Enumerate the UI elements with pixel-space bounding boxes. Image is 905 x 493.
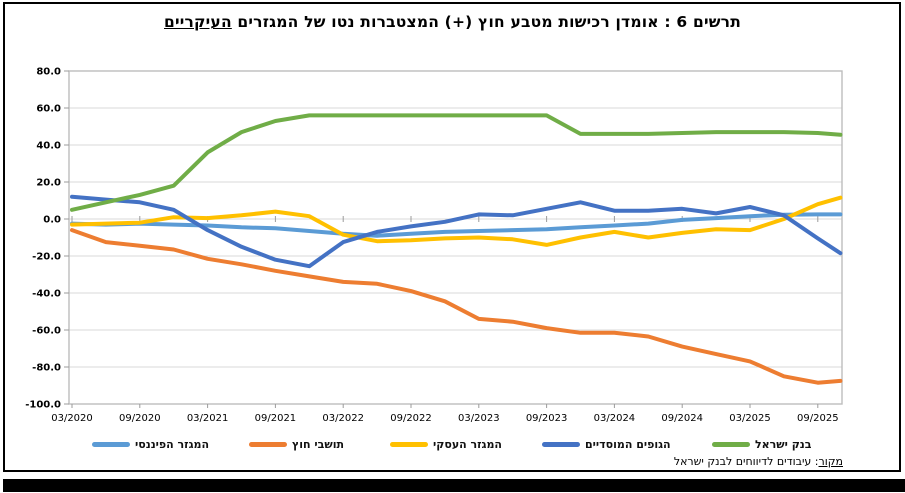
legend-label: המגזר הפיננסי bbox=[135, 438, 210, 451]
chart-title: תרשים 6 : אומדן רכישות מטבע חוץ (+) המצט… bbox=[0, 13, 905, 31]
chart-title-underlined: העיקריים bbox=[164, 13, 232, 31]
x-tick-label: 09/2023 bbox=[526, 413, 568, 424]
x-tick-label: 09/2021 bbox=[255, 413, 297, 424]
x-tick-label: 09/2024 bbox=[661, 413, 703, 424]
y-tick-label: 40.0 bbox=[36, 141, 61, 152]
legend-item-0: המגזר הפיננסי bbox=[92, 438, 209, 451]
y-axis: 80.0 60.0 40.0 20.0 0.0 -20.0 -40.0 -60.0 -80.0 -… bbox=[25, 67, 69, 411]
legend-marker-icon bbox=[542, 442, 580, 447]
x-tick-label: 03/2023 bbox=[458, 413, 500, 424]
y-tick-label: -40.0 bbox=[32, 289, 61, 300]
x-tick-label: 03/2024 bbox=[594, 413, 636, 424]
legend-marker-icon bbox=[390, 442, 428, 447]
plot-border bbox=[68, 70, 843, 405]
y-tick-label: -80.0 bbox=[32, 363, 61, 374]
x-axis: 03/2020 09/2020 03/2021 09/2021 03/2022 09/20… bbox=[51, 216, 839, 424]
source-text: : עיבודים לדיווחים לבנק ישראל bbox=[673, 455, 819, 468]
legend-label: בנק ישראל bbox=[755, 438, 812, 451]
legend-marker-icon bbox=[92, 442, 130, 447]
source-note: מקור: עיבודים לדיווחים לבנק ישראל bbox=[674, 455, 843, 468]
x-tick-label: 09/2022 bbox=[390, 413, 432, 424]
series-line-2 bbox=[70, 195, 843, 247]
x-tick-label: 09/2020 bbox=[119, 413, 161, 424]
legend-label: תושבי חוץ bbox=[292, 438, 345, 451]
legend-marker-icon bbox=[712, 442, 750, 447]
y-tick-label: -60.0 bbox=[32, 326, 61, 337]
legend-item-3: הגופים המוסדיים bbox=[542, 438, 671, 451]
y-tick-label: -100.0 bbox=[25, 400, 61, 411]
legend-item-4: בנק ישראל bbox=[712, 438, 812, 451]
y-tick-label: -20.0 bbox=[32, 252, 61, 263]
x-tick-label: 03/2021 bbox=[187, 413, 229, 424]
series-line-4 bbox=[70, 113, 843, 212]
x-tick-label: 03/2020 bbox=[51, 413, 93, 424]
line-chart-plot: 80.0 60.0 40.0 20.0 0.0 -20.0 -40.0 -60.0 -80.0 -… bbox=[25, 67, 843, 424]
source-label: מקור bbox=[818, 455, 843, 468]
y-tick-label: 60.0 bbox=[36, 104, 61, 115]
y-tick-label: 0.0 bbox=[43, 215, 61, 226]
y-tick-label: 20.0 bbox=[36, 178, 61, 189]
legend-label: המגזר העסקי bbox=[433, 438, 502, 451]
x-tick-label: 09/2025 bbox=[797, 413, 839, 424]
series-line-3 bbox=[70, 194, 843, 269]
x-tick-label: 03/2022 bbox=[322, 413, 364, 424]
legend-label: הגופים המוסדיים bbox=[585, 438, 671, 451]
y-tick-label: 80.0 bbox=[36, 67, 61, 78]
legend-marker-icon bbox=[249, 442, 287, 447]
legend-item-2: המגזר העסקי bbox=[390, 438, 502, 451]
chart-title-main: תרשים 6 : אומדן רכישות מטבע חוץ (+) המצט… bbox=[231, 13, 741, 31]
legend-item-1: תושבי חוץ bbox=[249, 438, 344, 451]
x-tick-label: 03/2025 bbox=[729, 413, 771, 424]
bottom-black-bar bbox=[3, 479, 905, 492]
series-line-1 bbox=[70, 228, 843, 385]
